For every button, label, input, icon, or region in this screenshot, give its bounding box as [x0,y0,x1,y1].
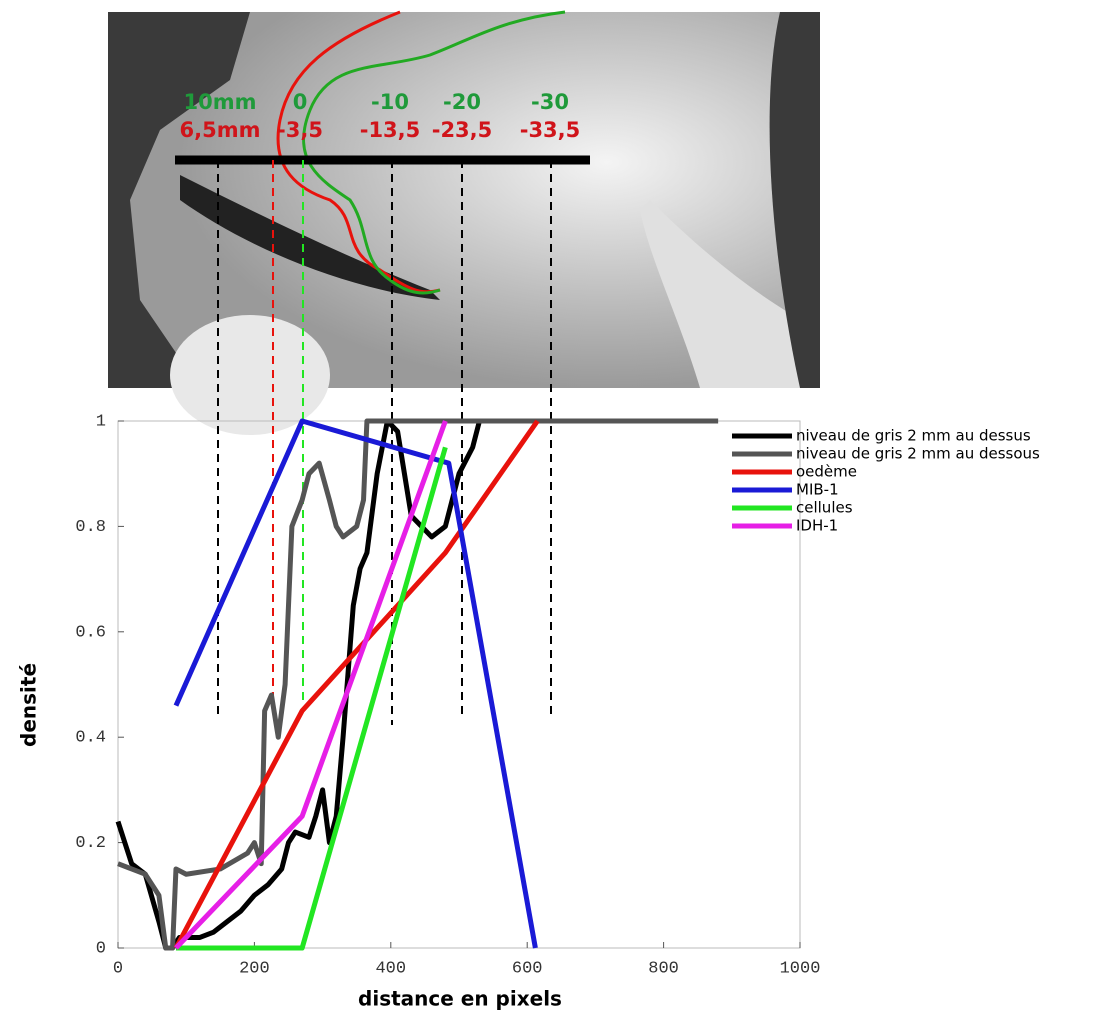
x-tick-label: 200 [239,959,270,978]
data-line [117,418,719,951]
annotation: 6,5mm [180,118,261,142]
legend-label: MIB-1 [796,481,839,499]
data-line [175,446,448,951]
legend-label: oedème [796,463,857,481]
x-tick-label: 1000 [780,959,821,978]
y-tick-label: 0.8 [75,518,106,537]
legend-label: cellules [796,499,853,517]
y-tick-label: 0.2 [75,834,106,853]
legend-label: IDH-1 [796,517,838,535]
y-tick-label: 1 [96,412,106,431]
x-tick-label: 600 [512,959,543,978]
y-axis-label: densité [17,663,41,747]
x-axis-label: distance en pixels [358,987,562,1011]
data-line [173,419,540,950]
x-tick-label: 0 [113,959,123,978]
annotation: -10 [371,90,409,114]
data-line [174,420,448,950]
y-tick-label: 0 [96,939,106,958]
x-tick-label: 800 [648,959,679,978]
y-tick-label: 0.4 [75,729,106,748]
guide-lines [217,160,552,725]
x-tick-label: 400 [375,959,406,978]
annotation: -23,5 [432,118,493,142]
annotation: 10mm [184,90,257,114]
annotation: -33,5 [520,118,581,142]
legend-label: niveau de gris 2 mm au dessus [796,427,1031,445]
y-tick-label: 0.6 [75,623,106,642]
data-line [173,418,538,949]
mri-image [108,10,820,435]
annotation: -3,5 [277,118,323,142]
annotation: -20 [443,90,481,114]
annotation: 0 [293,90,308,114]
legend-label: niveau de gris 2 mm au dessous [796,445,1040,463]
annotation: -13,5 [360,118,421,142]
annotation: -30 [531,90,569,114]
